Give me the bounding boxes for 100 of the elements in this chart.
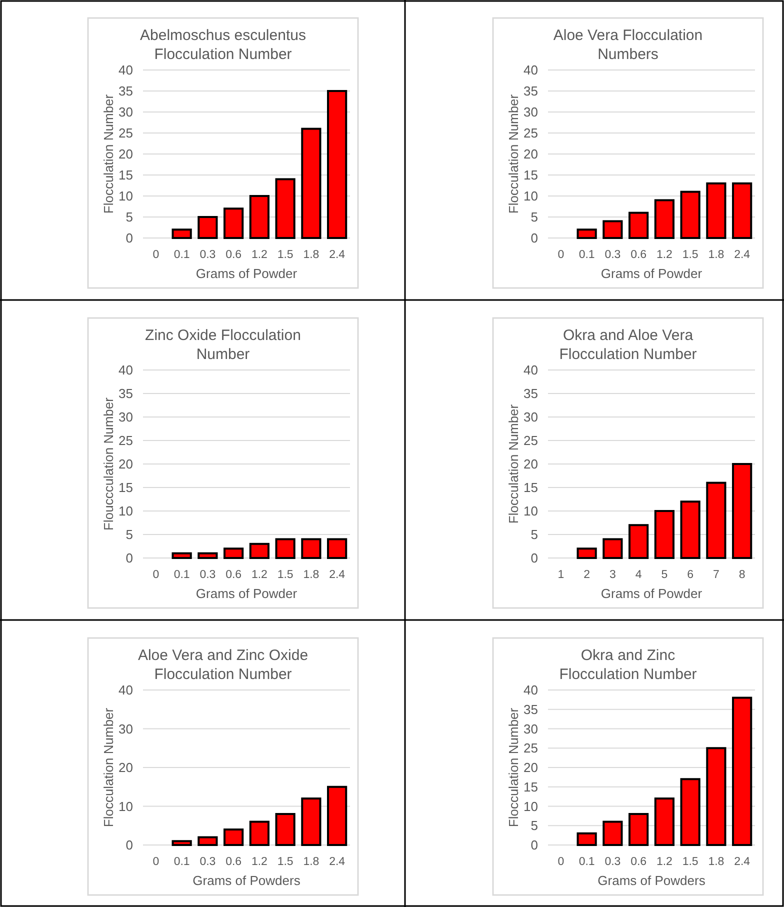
y-tick-label: 5 [126,527,133,542]
bar [301,128,322,239]
x-axis-title: Grams of Powder [196,586,298,601]
y-tick-label: 40 [118,62,133,78]
y-tick-label: 10 [524,188,538,204]
y-tick-label: 15 [524,168,538,183]
y-tick-label: 30 [118,721,133,736]
x-tick-label: 0.6 [630,249,647,261]
x-tick-label: 0.3 [200,249,216,261]
x-tick-label: 7 [712,569,720,581]
x-tick-label: 2.4 [329,856,346,868]
bar [224,828,244,846]
bar [706,482,726,559]
y-tick-label: 15 [524,480,538,496]
x-tick-label: 0.6 [226,569,242,581]
bar [576,548,597,559]
x-tick-label: 1.5 [277,856,294,868]
y-axis-title: Flouccculation Number [101,396,116,530]
y-tick-label: 15 [118,168,133,183]
x-tick-label: 2.4 [734,249,751,261]
bar [732,182,752,239]
y-tick-label: 5 [530,210,538,225]
bar [576,832,597,846]
x-tick-label: 1.8 [708,856,724,868]
bar [576,228,597,239]
bar [602,538,623,559]
bar [275,538,296,559]
bar [198,216,218,239]
x-tick-label: 1.8 [708,249,724,261]
x-tick-label: 6 [687,569,694,581]
y-tick-label: 20 [118,456,133,472]
x-tick-label: 0.1 [578,249,595,261]
y-axis-title: Flocculation Number [506,404,521,524]
bar [680,778,700,846]
y-tick-label: 5 [530,818,538,834]
x-tick-label: 0 [152,249,160,261]
x-tick-label: 0.1 [174,249,190,261]
y-axis-title: Flocculation Number [506,94,521,214]
bar [628,524,649,559]
y-tick-label: 30 [524,721,538,736]
y-tick-label: 5 [126,210,133,225]
y-tick-label: 5 [530,527,538,542]
y-tick-label: 0 [126,230,133,246]
x-axis-title: Grams of Powder [600,586,703,601]
y-axis-title: Flocculation Number [101,94,116,214]
y-tick-label: 0 [126,838,133,853]
x-tick-label: 0 [558,249,564,261]
y-tick-label: 20 [524,760,538,776]
chart-title: Aloe Vera and Zinc Oxide Flocculation Number [138,647,308,683]
bar [249,820,270,846]
bar [327,786,348,846]
x-tick-label: 1.2 [656,856,672,868]
chart-title: Aloe Vera Flocculation Numbers [553,27,703,63]
x-tick-label: 1.2 [251,856,268,868]
y-tick-label: 10 [524,504,538,519]
bar [224,208,244,239]
y-tick-label: 35 [524,386,538,402]
y-tick-label: 25 [524,433,538,448]
bar [654,199,674,239]
x-tick-label: 1 [558,569,564,581]
x-tick-label: 1.8 [303,856,320,868]
x-tick-label: 1.8 [303,569,320,581]
x-tick-label: 1.5 [277,569,294,581]
x-tick-label: 1.8 [303,249,320,261]
y-tick-label: 35 [524,84,538,99]
bar [224,548,244,559]
x-axis-title: Grams of Powder [196,266,298,281]
y-tick-label: 35 [524,702,538,717]
chart-title: Abelmoschus esculentus Flocculation Number [140,27,306,63]
bar [172,840,192,846]
bar [198,836,218,846]
y-tick-label: 0 [530,838,538,853]
bar [706,182,726,239]
bar [680,190,700,239]
bar [172,552,192,559]
y-tick-label: 20 [118,146,133,162]
x-tick-label: 2 [584,569,590,581]
y-tick-label: 20 [118,760,133,776]
x-tick-label: 0.3 [200,569,216,581]
x-tick-label: 1.2 [251,249,268,261]
bar [732,696,752,846]
y-tick-label: 10 [524,798,538,814]
bar [327,90,348,239]
x-tick-label: 0.3 [200,856,216,868]
x-tick-label: 1.5 [277,249,294,261]
bar [628,212,649,239]
y-tick-label: 25 [118,433,133,448]
y-tick-label: 15 [524,779,538,794]
x-tick-label: 0 [152,856,160,868]
x-tick-label: 0.3 [604,856,621,868]
bar [249,542,270,559]
y-tick-label: 30 [118,104,133,120]
x-tick-label: 0 [558,856,564,868]
x-tick-label: 1.5 [682,249,698,261]
x-tick-label: 2.4 [329,249,346,261]
y-tick-label: 40 [524,62,538,78]
chart-title: Zinc Oxide Flocculation Number [145,327,301,363]
x-tick-label: 2.4 [329,569,346,581]
bar [732,463,752,559]
chart-title: Okra and Zinc Flocculation Number [559,647,697,683]
